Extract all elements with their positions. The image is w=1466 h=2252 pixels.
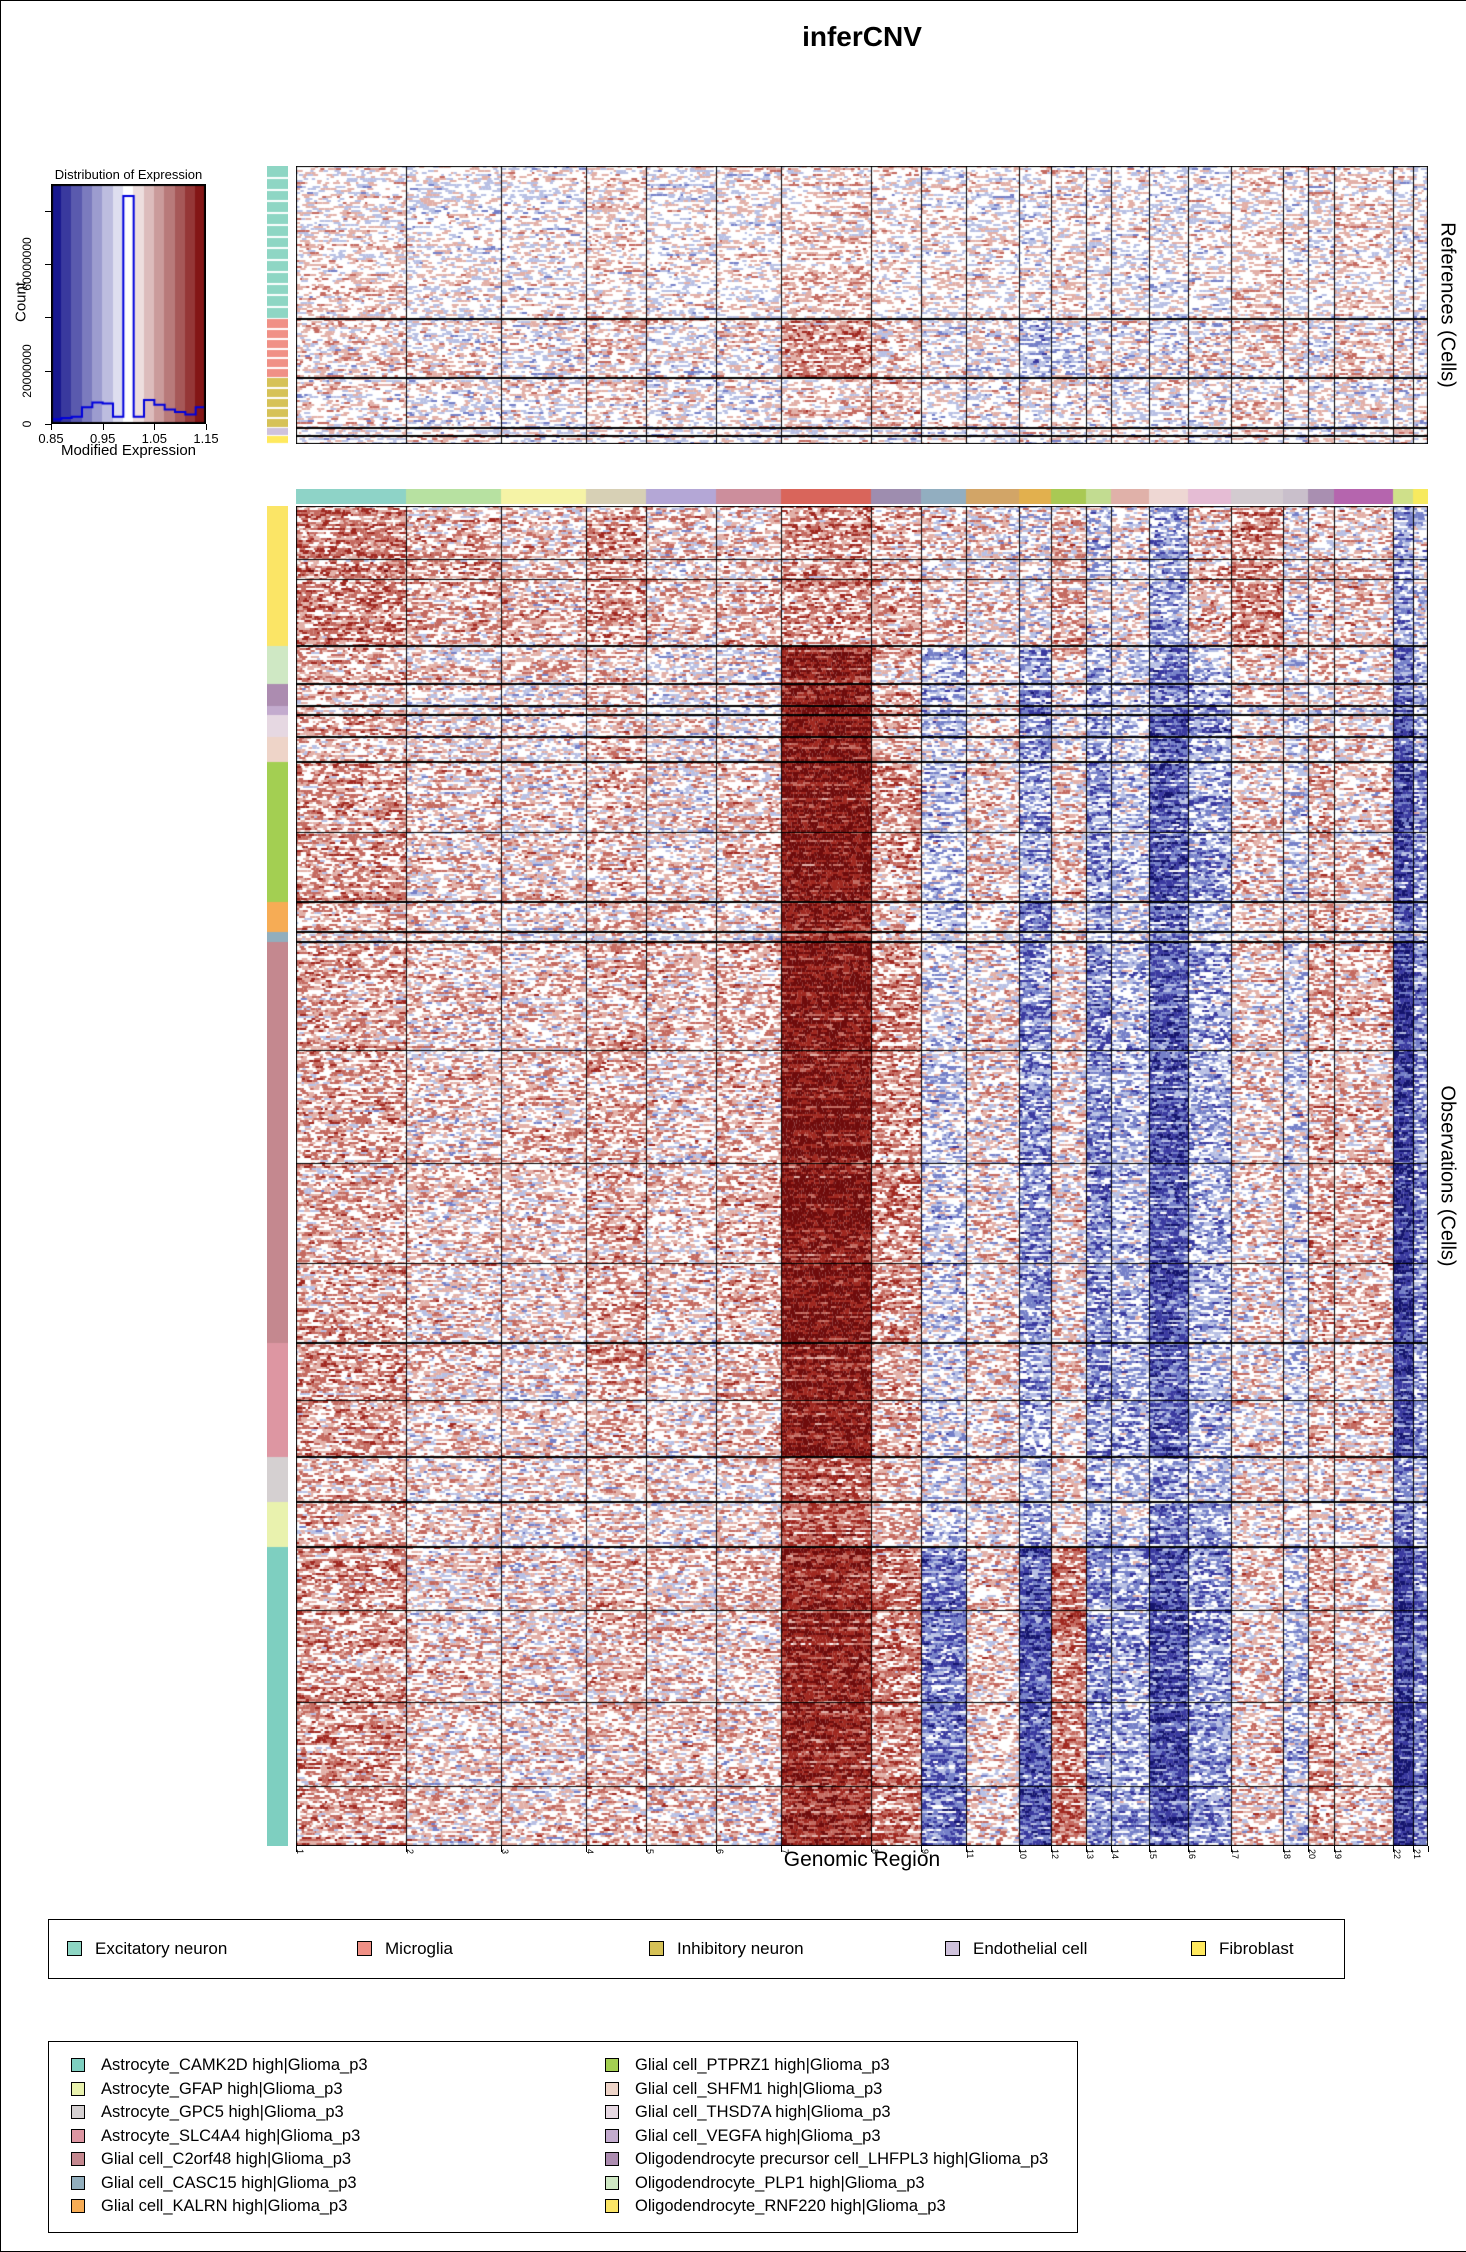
chromosome-tick xyxy=(921,1846,922,1852)
chromosome-tick xyxy=(296,1846,297,1852)
cluster-swatch xyxy=(71,2105,85,2119)
cluster-label: Astrocyte_CAMK2D high|Glioma_p3 xyxy=(101,2056,368,2074)
chromosome-color-bar xyxy=(296,489,1428,504)
expression-tick-label: 0.85 xyxy=(38,431,64,446)
cluster-label: Glial cell_THSD7A high|Glioma_p3 xyxy=(635,2103,891,2121)
cluster-label: Glial cell_KALRN high|Glioma_p3 xyxy=(101,2197,348,2215)
chromosome-tick xyxy=(406,1846,407,1852)
chromosome-tick xyxy=(1308,1846,1309,1852)
count-tick xyxy=(45,424,51,425)
cluster-label: Glial cell_CASC15 high|Glioma_p3 xyxy=(101,2173,357,2192)
cluster-swatch xyxy=(71,2128,85,2143)
cluster-swatch xyxy=(605,2152,619,2166)
expression-tick-label: 0.95 xyxy=(90,431,116,446)
cell-type-swatch xyxy=(67,1941,82,1956)
cell-type-legend: Excitatory neuron Microglia Inhibitory neu… xyxy=(48,1919,1345,1979)
cluster-swatch xyxy=(605,2175,619,2190)
count-tick xyxy=(45,210,51,212)
figure-title: inferCNV xyxy=(802,21,922,52)
cluster-label: Glial cell_C2orf48 high|Glioma_p3 xyxy=(101,2150,352,2168)
count-tick xyxy=(45,264,51,265)
expression-tick xyxy=(51,424,52,430)
chromosome-tick xyxy=(716,1846,717,1852)
chromosome-tick xyxy=(1188,1846,1189,1852)
references-heatmap xyxy=(296,166,1428,444)
chromosome-tick xyxy=(1283,1846,1284,1852)
cluster-label: Oligodendrocyte_PLP1 high|Glioma_p3 xyxy=(635,2173,925,2192)
chromosome-tick xyxy=(501,1846,502,1852)
chromosome-tick xyxy=(1428,1846,1429,1852)
chromosome-tick xyxy=(966,1846,967,1852)
cluster-swatch xyxy=(71,2081,85,2096)
cluster-label: Astrocyte_SLC4A4 high|Glioma_p3 xyxy=(101,2126,361,2145)
cluster-label: Oligodendrocyte_RNF220 high|Glioma_p3 xyxy=(635,2197,946,2215)
cluster-swatch xyxy=(71,2199,85,2213)
cluster-swatch xyxy=(71,2058,85,2072)
cluster-swatch xyxy=(71,2152,85,2166)
chromosome-tick xyxy=(646,1846,647,1852)
chromosome-tick xyxy=(1393,1846,1394,1852)
chromosome-tick xyxy=(1111,1846,1112,1852)
cell-type-label: Fibroblast xyxy=(1219,1939,1294,1958)
expression-tick-label: 1.15 xyxy=(193,431,219,446)
count-axis-label: Count xyxy=(12,281,30,322)
chromosome-tick xyxy=(1086,1846,1087,1852)
chromosome-tick xyxy=(1413,1846,1414,1852)
cluster-label: Glial cell_PTPRZ1 high|Glioma_p3 xyxy=(635,2056,890,2074)
count-tick-label: 60000000 xyxy=(20,237,34,291)
cluster-label: Glial cell_VEGFA high|Glioma_p3 xyxy=(635,2126,881,2145)
chromosome-tick xyxy=(1149,1846,1150,1852)
references-axis-label: References (Cells) xyxy=(1436,222,1459,388)
cluster-swatch xyxy=(71,2175,85,2190)
chromosome-tick xyxy=(1051,1846,1052,1852)
cell-type-swatch xyxy=(945,1941,960,1956)
count-tick xyxy=(45,370,51,372)
cell-type-label: Endothelial cell xyxy=(973,1939,1088,1958)
cluster-swatch xyxy=(605,2199,619,2213)
chromosome-tick xyxy=(1334,1846,1335,1852)
observations-axis-label: Observations (Cells) xyxy=(1436,1085,1459,1267)
cell-type-swatch xyxy=(649,1941,664,1956)
cluster-legend: Astrocyte_CAMK2D high|Glioma_p3 Astrocyte… xyxy=(48,2041,1078,2233)
cluster-label: Astrocyte_GPC5 high|Glioma_p3 xyxy=(101,2103,344,2121)
cell-type-label: Excitatory neuron xyxy=(95,1939,228,1958)
expression-tick xyxy=(206,424,207,430)
cell-type-swatch xyxy=(357,1941,372,1956)
cell-type-label: Inhibitory neuron xyxy=(677,1939,804,1958)
cluster-label: Oligodendrocyte precursor cell_LHFPL3 hi… xyxy=(635,2150,1049,2168)
genomic-region-label: Genomic Region xyxy=(783,1848,941,1871)
cluster-swatch xyxy=(605,2081,619,2096)
observations-annotation-strip xyxy=(267,506,288,1846)
expression-tick xyxy=(154,424,156,430)
cell-type-label: Microglia xyxy=(385,1939,454,1958)
expression-tick xyxy=(102,424,104,430)
expression-colorbar-histogram xyxy=(51,184,206,424)
count-tick xyxy=(45,317,51,319)
chromosome-tick xyxy=(1231,1846,1232,1852)
cell-type-swatch xyxy=(1191,1941,1206,1956)
modified-expression-axis-label: Modified Expression xyxy=(60,442,197,459)
cluster-swatch xyxy=(605,2105,619,2119)
count-tick-label: 20000000 xyxy=(20,343,34,398)
cluster-label: Glial cell_SHFM1 high|Glioma_p3 xyxy=(635,2079,883,2098)
cluster-label: Astrocyte_GFAP high|Glioma_p3 xyxy=(101,2079,343,2098)
cluster-swatch xyxy=(605,2128,619,2143)
count-tick-label: 0 xyxy=(20,420,34,428)
chromosome-tick xyxy=(871,1846,872,1852)
observations-heatmap xyxy=(296,506,1428,1846)
expression-legend-title: Distribution of Expression xyxy=(54,167,203,182)
expression-tick-label: 1.05 xyxy=(141,431,167,446)
references-annotation-strip xyxy=(267,166,288,444)
chromosome-tick xyxy=(781,1846,782,1852)
chromosome-tick xyxy=(586,1846,587,1852)
cluster-swatch xyxy=(605,2058,619,2072)
chromosome-tick xyxy=(1019,1846,1020,1852)
